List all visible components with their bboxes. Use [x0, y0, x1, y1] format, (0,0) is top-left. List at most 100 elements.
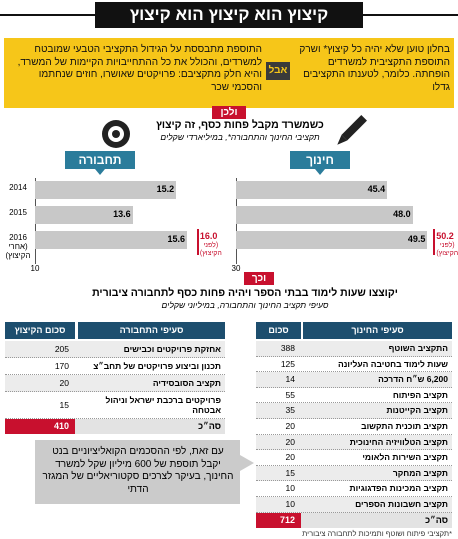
value-label: 45.4	[367, 184, 386, 194]
total-value: 712	[279, 514, 295, 525]
row-label: תכנון וביצוע פרויקטים של תחב״צ	[93, 361, 221, 371]
total-row	[256, 512, 452, 528]
value-label: 48.0	[393, 209, 411, 219]
note-pointer	[240, 455, 254, 471]
y-tick-label: 2015	[9, 208, 27, 217]
row-background	[5, 392, 225, 420]
row-value: 20	[285, 436, 295, 447]
row-label: תקציב חשבונות הספרים	[355, 499, 448, 509]
total-label: סה״כ	[198, 421, 221, 432]
row-label: תקציב המכינות הפדגוגיות	[349, 483, 449, 494]
pencil-icon	[337, 115, 367, 145]
claim-box	[4, 38, 454, 108]
row-background	[5, 358, 225, 375]
note-text: עם זאת, לפי ההסכמים הקואליציוניים בנט יק…	[42, 446, 234, 495]
charts-subtitle: תקציבי החינוך והתחבורה*, במיליארדי שקלים	[160, 132, 320, 142]
total-value-cell	[256, 512, 301, 528]
row-background	[256, 387, 452, 404]
section-label: וכך	[244, 272, 274, 285]
before-cut-marker	[196, 229, 199, 255]
row-background	[256, 341, 452, 357]
bar	[35, 181, 177, 199]
row-value: 125	[280, 358, 295, 369]
row-value: 14	[285, 374, 295, 385]
row-value: 205	[54, 344, 69, 354]
bar	[236, 206, 413, 224]
section-label: ולכן	[212, 106, 246, 119]
row-value: 35	[285, 405, 295, 416]
bar	[236, 231, 428, 249]
row-background	[256, 434, 452, 451]
footnote: *תקציבי פיתוח ושוטף ותמיכות לתחבורה ציבו…	[302, 529, 452, 538]
value-label: 16.0	[199, 231, 218, 241]
total-value-cell	[5, 419, 75, 435]
row-label: תקציב המחקר	[392, 467, 448, 478]
row-background	[5, 341, 225, 358]
but-label: אבל	[266, 62, 290, 80]
row-label: תקציב תוכנית התקשוב	[361, 421, 448, 431]
row-background	[5, 375, 225, 392]
row-label: פרויקטים ברכבת ישראל וניהול אבטחה	[105, 395, 222, 415]
row-background	[256, 481, 452, 497]
bar	[236, 181, 388, 199]
x-tick-label: 10	[30, 264, 40, 273]
row-background	[256, 372, 452, 388]
row-label: תקציב הקייטנות	[386, 405, 448, 416]
row-value: 15	[59, 400, 69, 410]
value-label: 15.6	[167, 234, 185, 244]
row-value: 15	[285, 467, 295, 478]
column-header: סכום הקיצוץ	[5, 322, 75, 339]
row-value: 170	[54, 361, 69, 371]
row-label: אחזקת פרויקטים וכבישים	[123, 344, 221, 354]
row-label: תקציב הסובסידיה	[152, 378, 221, 388]
row-label: תקציב הטלוויזיה החינוכית	[349, 436, 448, 447]
note-box	[35, 440, 240, 504]
row-value: 20	[59, 378, 69, 388]
tables-subtitle: סעיפי תקציב החינוך והתחבורה, במיליוני שק…	[161, 300, 329, 310]
value-label: 13.6	[113, 209, 131, 219]
legend-entry: (לפני הקיצוץ)	[199, 242, 222, 257]
banner-pointer	[95, 169, 105, 175]
row-label: שעות לימוד בחטיבה העליונה	[337, 358, 448, 369]
y-tick-label: 2016 (אחרי הקיצוץ)	[5, 233, 31, 260]
page-title: קיצוץ הוא קיצוץ הוא קיצוץ	[95, 2, 363, 28]
row-background	[256, 450, 452, 466]
wheel-icon	[102, 120, 130, 148]
row-value: 10	[285, 499, 295, 509]
x-tick-label: 30	[231, 264, 241, 273]
row-value: 388	[280, 343, 295, 353]
row-value: 10	[285, 483, 295, 494]
value-label: 50.2	[436, 231, 454, 241]
row-label: תקציב השירות הלאומי	[362, 452, 448, 463]
claim-text: בחלון טוען שלא יהיה כל קיצוץ* ושרק התוספ…	[299, 44, 450, 93]
charts-title: כשמשרד מקבל פחות כסף, זה קיצוץ	[156, 119, 324, 131]
row-label: תקציב הפיתוח	[392, 389, 448, 400]
row-value: 55	[285, 389, 295, 400]
bar	[35, 231, 187, 249]
rebuttal-text: התוספת מתבססת על הגידול התקציבי הטבעי שמ…	[17, 44, 262, 93]
row-background	[256, 403, 452, 419]
column-header: סעיפי החינוך	[303, 322, 452, 339]
y-tick-label: 2014	[9, 183, 27, 192]
bar	[35, 206, 133, 224]
row-background	[256, 465, 452, 482]
value-label: 49.5	[407, 234, 426, 244]
row-background	[256, 419, 452, 435]
column-header: סכום הקיצוץ	[256, 322, 301, 352]
row-value: 20	[285, 452, 295, 463]
banner-pointer	[315, 169, 325, 175]
value-label: 15.2	[156, 184, 175, 194]
row-label: 6,200 ש״ח הדרכה	[378, 374, 448, 385]
legend-entry: (לפני הקיצוץ)	[436, 242, 458, 257]
chart-title-banner: חינוך	[290, 151, 350, 169]
tables-title: יקוצצו שעות לימוד בבתי הספר ויהיה פחות כ…	[92, 287, 398, 299]
row-background	[256, 356, 452, 373]
before-cut-marker	[433, 229, 436, 255]
total-value: 410	[53, 421, 69, 432]
row-background	[256, 497, 452, 513]
row-label: התקציב השוטף	[388, 343, 448, 353]
column-header: סעיפי התחבורה	[78, 322, 225, 339]
chart-title-banner: תחבורה	[65, 151, 135, 169]
row-value: 20	[285, 421, 295, 431]
